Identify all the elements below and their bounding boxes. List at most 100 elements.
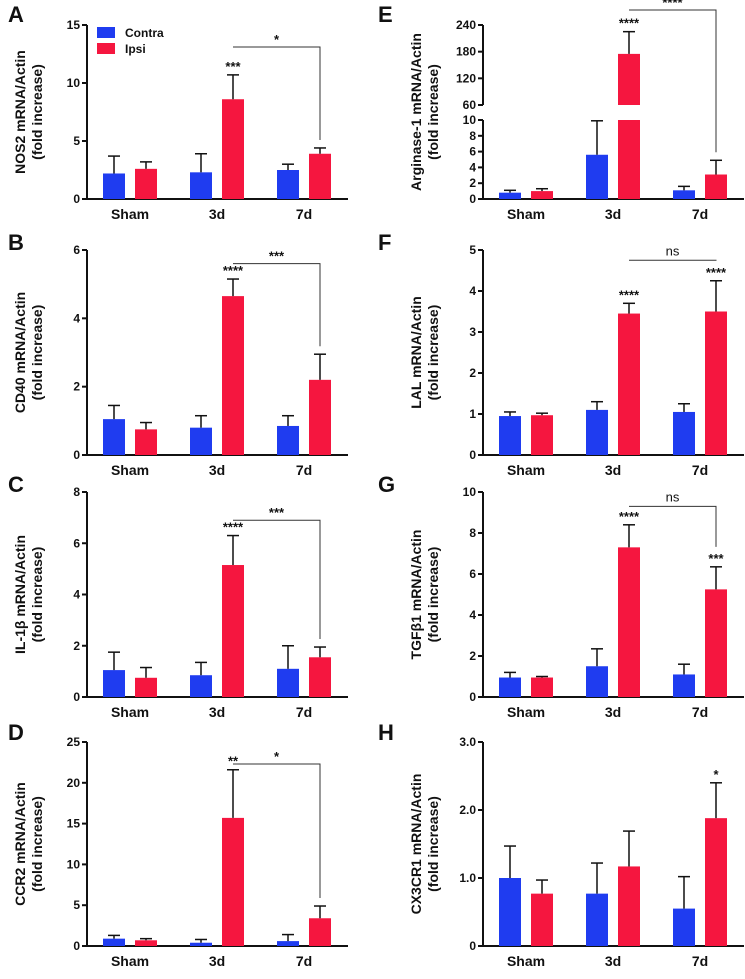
- panel-letter: A: [8, 2, 24, 27]
- bracket-label: *: [274, 32, 280, 47]
- panel-g: G TGFβ1 mRNA/Actin (fold increase) 0 2 4 6 8 10 S…: [378, 472, 744, 720]
- significance-label: ****: [619, 287, 640, 302]
- x-tick-label: 3d: [209, 953, 225, 969]
- y-tick-label: 1: [469, 407, 476, 421]
- y-axis-label-units: (fold increase): [29, 796, 45, 892]
- x-tick-label: 3d: [209, 206, 225, 222]
- panel-c: C IL-1β mRNA/Actin (fold increase) 0 2 4 6 8 Sha…: [8, 472, 348, 720]
- y-tick-label: 0: [73, 192, 80, 206]
- y-axis-label: CX3CR1 mRNA/Actin: [408, 774, 424, 915]
- bar-ipsi: [618, 866, 640, 946]
- bar-ipsi: [222, 99, 244, 199]
- bar-ipsi: [309, 379, 331, 455]
- legend-label: Ipsi: [125, 42, 146, 56]
- x-tick-label: 7d: [296, 206, 312, 222]
- bracket-label: ***: [269, 249, 285, 264]
- y-axis-label-units: (fold increase): [29, 64, 45, 160]
- y-tick-label: 2.0: [459, 803, 476, 817]
- bar-contra: [190, 172, 212, 199]
- y-tick-label: 8: [73, 485, 80, 499]
- bar-contra: [103, 670, 125, 697]
- y-tick-label: 4: [73, 588, 80, 602]
- panel-f: F LAL mRNA/Actin (fold increase) 0 1 2 3 4 5 Sham…: [378, 230, 744, 478]
- bracket-label: ***: [269, 505, 285, 520]
- bar-contra: [499, 192, 521, 199]
- bar-contra: [277, 170, 299, 199]
- legend-swatch-contra: [97, 27, 115, 38]
- bar-ipsi: [531, 415, 553, 455]
- y-tick-label: 1.0: [459, 871, 476, 885]
- legend-label: Contra: [125, 26, 164, 40]
- y-axis-label: CD40 mRNA/Actin: [12, 292, 28, 413]
- bar-contra: [673, 411, 695, 455]
- bar-ipsi: [309, 918, 331, 946]
- y-tick-label: 2: [469, 366, 476, 380]
- bar-contra: [190, 427, 212, 455]
- panel-h: H CX3CR1 mRNA/Actin (fold increase) 0 1.0 2.0…: [378, 720, 744, 969]
- x-tick-label: 3d: [209, 462, 225, 478]
- comparison-bracket: [629, 9, 717, 153]
- comparison-bracket: [233, 519, 321, 640]
- y-tick-label: 120: [456, 71, 476, 85]
- y-tick-label: 6: [73, 536, 80, 550]
- y-tick-label: 5: [469, 243, 476, 257]
- panel-d: D CCR2 mRNA/Actin (fold increase) 0 5 10 15 20 2…: [8, 720, 348, 969]
- x-tick-label: 7d: [692, 206, 708, 222]
- x-tick-label: 7d: [692, 704, 708, 720]
- y-axis-label-units: (fold increase): [425, 305, 441, 401]
- y-tick-label: 3: [469, 325, 476, 339]
- significance-label: ****: [223, 520, 244, 535]
- y-tick-label: 10: [67, 76, 81, 90]
- panel-letter: D: [8, 720, 24, 745]
- comparison-bracket: [233, 46, 321, 140]
- bar-contra: [673, 674, 695, 697]
- y-tick-label: 2: [469, 649, 476, 663]
- bar-contra: [103, 419, 125, 455]
- bar-contra: [277, 425, 299, 455]
- x-tick-label: 3d: [605, 462, 621, 478]
- y-tick-label: 0: [73, 448, 80, 462]
- bar-ipsi: [135, 940, 157, 946]
- y-axis-label-units: (fold increase): [29, 547, 45, 643]
- significance-label: **: [228, 754, 239, 769]
- y-tick-label: 4: [73, 311, 80, 325]
- x-tick-label: Sham: [111, 953, 149, 969]
- bracket-label: ns: [666, 489, 680, 504]
- y-tick-label: 4: [469, 608, 476, 622]
- bar-ipsi: [135, 677, 157, 697]
- y-tick-label: 180: [456, 45, 476, 59]
- y-tick-label: 3.0: [459, 735, 476, 749]
- bar-contra: [499, 677, 521, 697]
- bar-ipsi: [705, 818, 727, 946]
- y-tick-label: 10: [67, 857, 81, 871]
- y-axis-label-units: (fold increase): [425, 796, 441, 892]
- y-tick-label: 2: [73, 639, 80, 653]
- bar-contra: [586, 666, 608, 697]
- x-tick-label: Sham: [507, 704, 545, 720]
- x-tick-label: 3d: [605, 206, 621, 222]
- y-tick-label: 8: [469, 526, 476, 540]
- bar-ipsi: [705, 589, 727, 697]
- bar-contra: [586, 409, 608, 455]
- x-tick-label: Sham: [111, 462, 149, 478]
- x-tick-label: 3d: [605, 704, 621, 720]
- bar-ipsi: [705, 174, 727, 199]
- bar-ipsi: [531, 893, 553, 946]
- x-tick-label: Sham: [507, 953, 545, 969]
- y-tick-label: 4: [469, 284, 476, 298]
- significance-label: ****: [223, 263, 244, 278]
- bar-ipsi: [309, 657, 331, 697]
- panel-b: B CD40 mRNA/Actin (fold increase) 0 2 4 6 Sham 3…: [8, 230, 348, 478]
- y-axis-label: LAL mRNA/Actin: [408, 296, 424, 409]
- y-axis-label: NOS2 mRNA/Actin: [12, 50, 28, 174]
- significance-label: *: [713, 767, 719, 782]
- y-tick-label: 5: [73, 898, 80, 912]
- y-tick-label: 240: [456, 18, 476, 32]
- y-tick-label: 6: [469, 567, 476, 581]
- panel-a: A NOS2 mRNA/Actin (fold increase) 0 5 10 15 Sha…: [8, 2, 348, 222]
- significance-label: ***: [225, 59, 241, 74]
- significance-label: ****: [619, 509, 640, 524]
- bar-contra: [103, 173, 125, 199]
- panel-letter: B: [8, 230, 24, 255]
